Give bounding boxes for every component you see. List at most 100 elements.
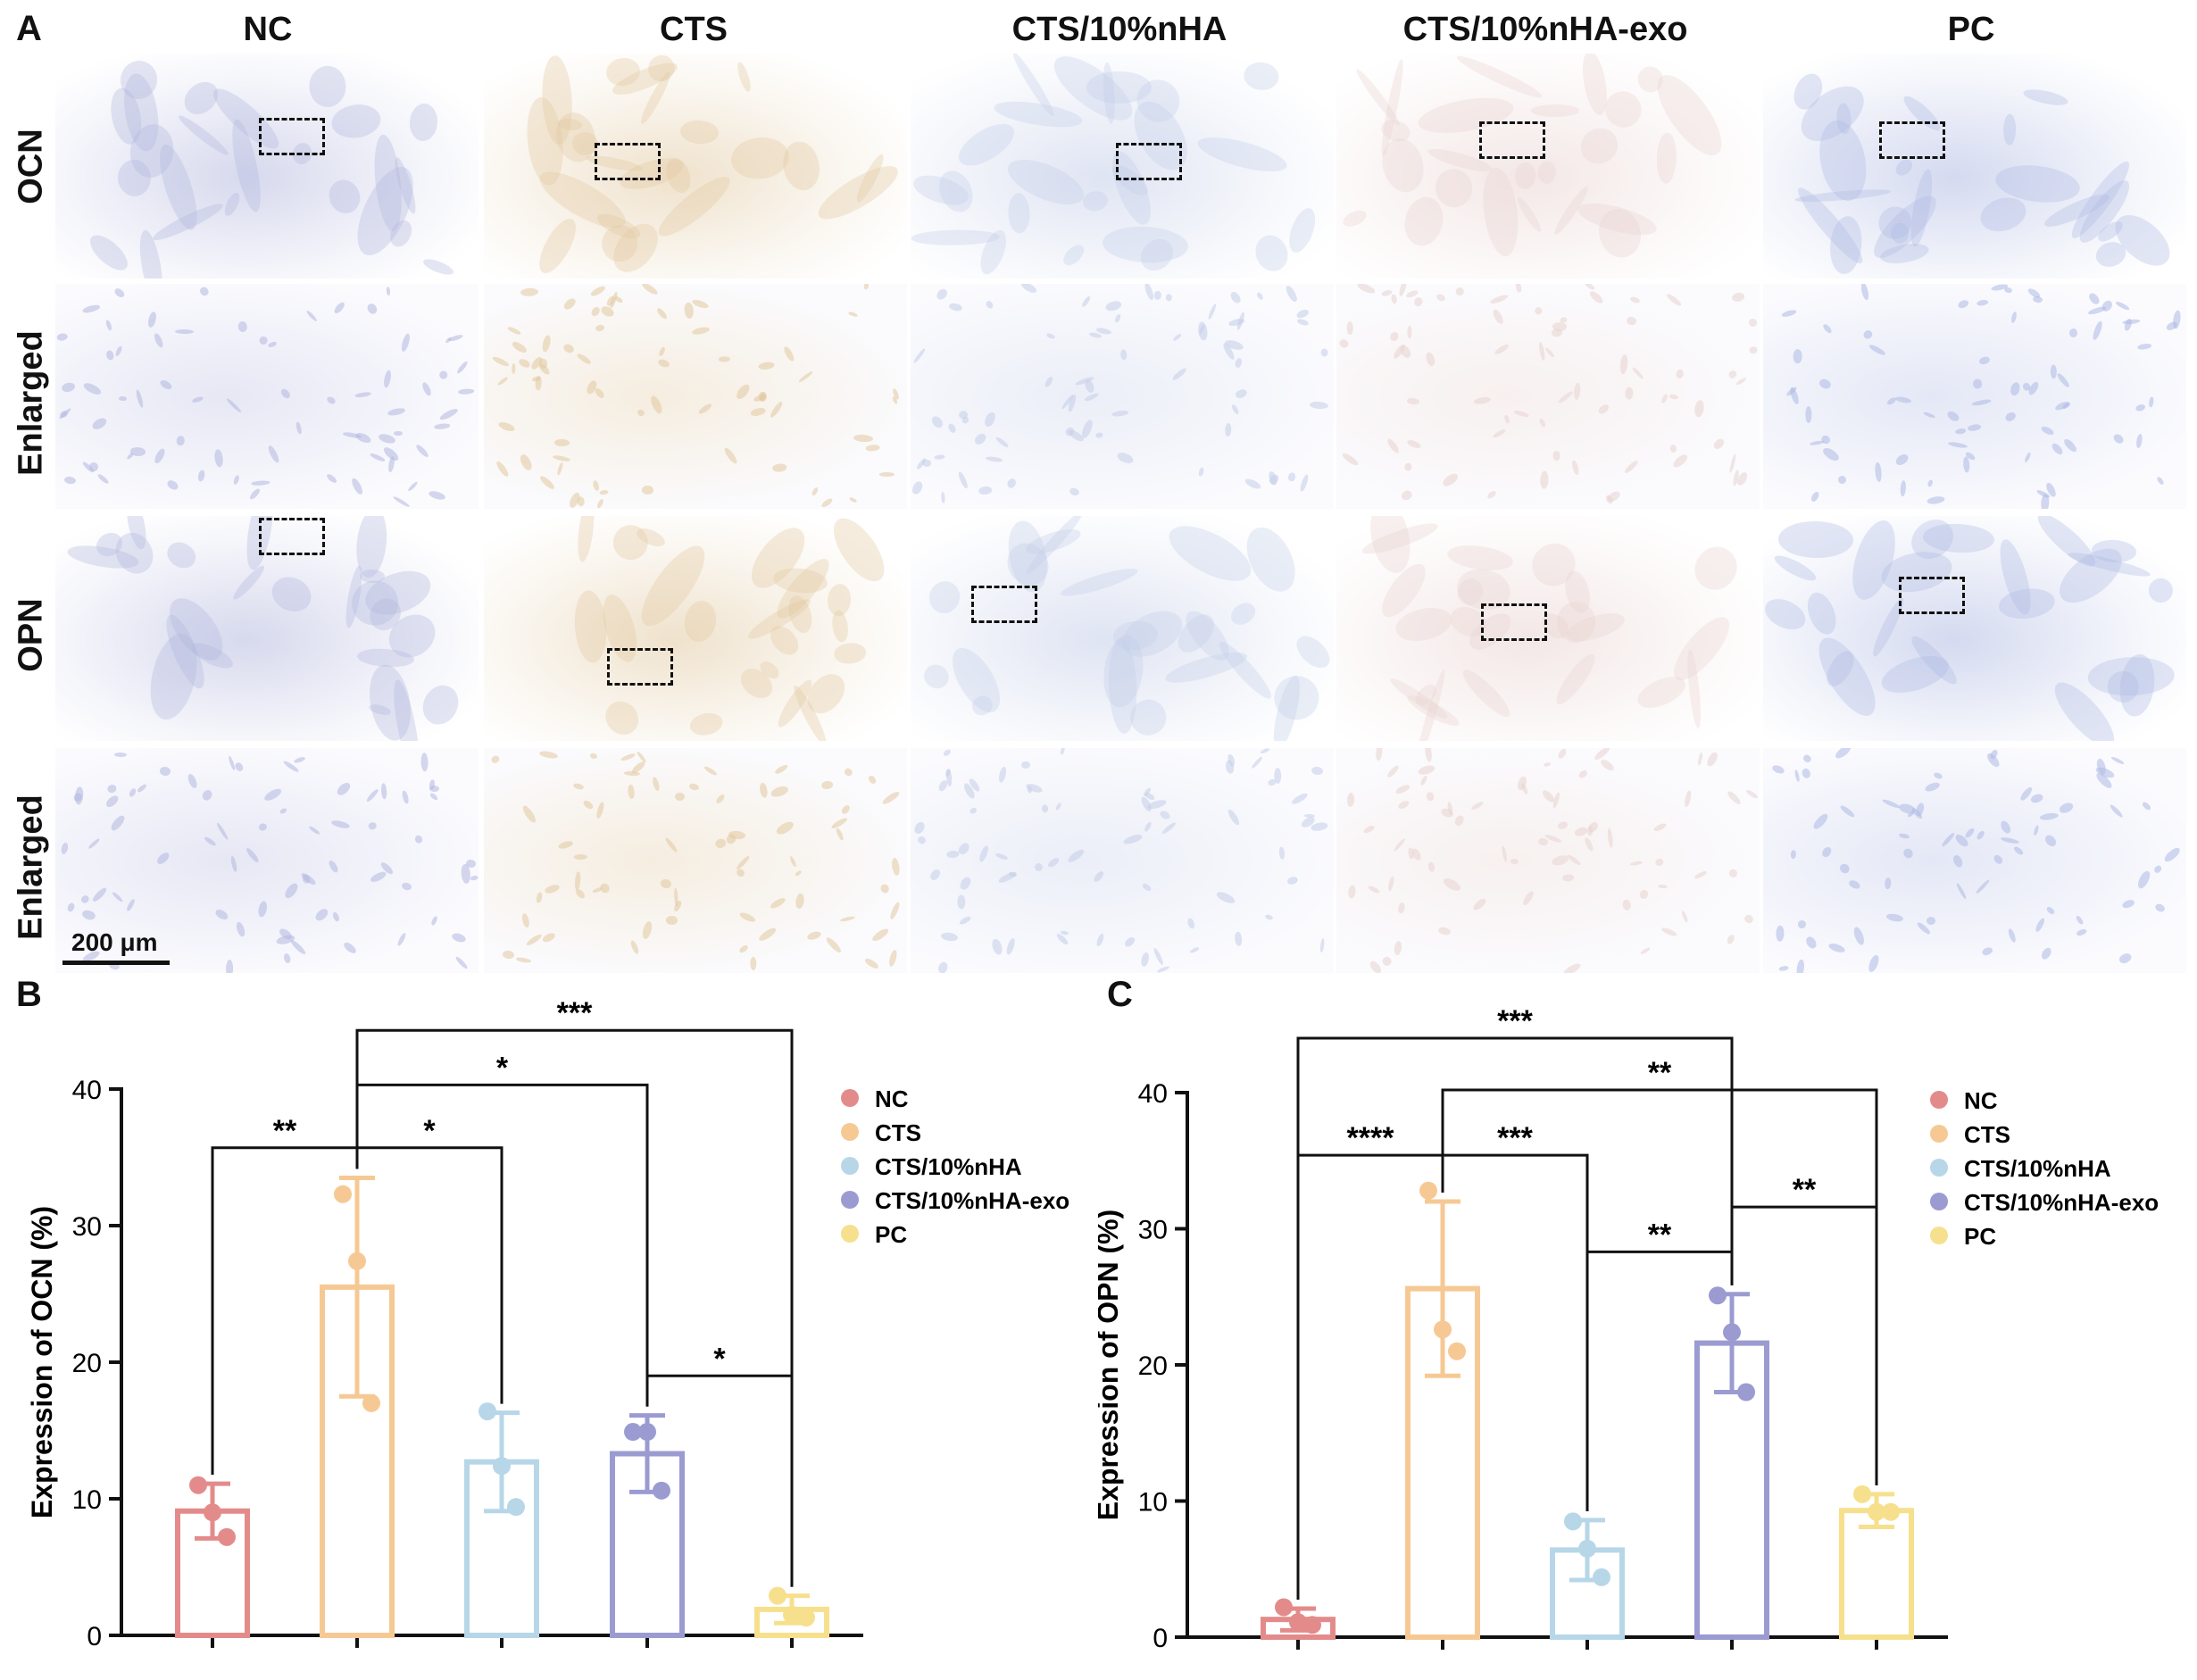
stain-speck — [1556, 748, 1568, 760]
stain-speck — [654, 306, 669, 321]
stain-speck — [1273, 767, 1282, 785]
stain-speck — [1122, 936, 1137, 949]
stain-speck — [1892, 155, 1916, 179]
stain-speck — [1776, 925, 1785, 942]
stain-speck — [1537, 837, 1549, 847]
stain-speck — [1705, 750, 1720, 768]
stain-speck — [825, 936, 843, 954]
stain-speck — [2162, 844, 2183, 864]
stain-speck — [385, 287, 390, 296]
stain-speck — [1805, 406, 1812, 424]
stain-speck — [1839, 804, 1857, 819]
stain-speck — [1572, 382, 1581, 401]
stain-speck — [696, 402, 713, 416]
stain-speck — [1877, 649, 1953, 701]
stain-speck — [769, 400, 785, 420]
stain-speck — [1866, 953, 1881, 973]
stain-speck — [1362, 823, 1376, 835]
stain-speck — [2135, 433, 2143, 449]
stain-speck — [1793, 349, 1802, 363]
stain-speck — [1356, 284, 1377, 295]
stain-speck — [2040, 493, 2050, 509]
stain-speck — [1836, 474, 1848, 486]
stain-speck — [957, 470, 970, 490]
stain-speck — [79, 893, 90, 904]
stain-speck — [1639, 945, 1652, 955]
stain-speck — [536, 892, 544, 904]
stain-speck — [769, 895, 787, 911]
stain-speck — [2058, 801, 2075, 815]
stain-speck — [1531, 104, 1580, 117]
stain-speck — [1391, 294, 1398, 305]
stain-speck — [948, 302, 963, 312]
bar-pc — [1839, 1508, 1914, 1640]
stain-speck — [750, 406, 767, 418]
stain-speck — [1606, 828, 1614, 848]
stain-speck — [916, 834, 928, 845]
stain-speck — [1234, 356, 1243, 369]
stain-speck — [562, 296, 578, 312]
stain-speck — [1626, 316, 1637, 326]
stain-speck — [774, 819, 795, 837]
stain-speck — [1227, 598, 1260, 630]
stain-speck — [1489, 293, 1510, 305]
stain-speck — [1926, 916, 1937, 927]
stain-speck — [154, 851, 171, 867]
stain-speck — [74, 786, 84, 805]
stain-speck — [2109, 803, 2125, 819]
stain-speck — [325, 472, 338, 485]
stain-speck — [109, 813, 128, 833]
stain-speck — [400, 881, 413, 892]
stain-speck — [1544, 346, 1556, 359]
stain-speck — [1951, 853, 1964, 869]
stain-speck — [636, 408, 646, 418]
stain-speck — [349, 477, 365, 497]
stain-speck — [146, 311, 158, 329]
stain-speck — [833, 641, 868, 665]
region-of-interest-box — [1479, 121, 1545, 159]
stain-speck — [940, 931, 960, 943]
stain-speck — [574, 516, 597, 563]
stain-speck — [124, 897, 136, 912]
stain-speck — [835, 827, 845, 842]
stain-speck — [595, 324, 605, 333]
stain-speck — [520, 287, 538, 297]
stain-speck — [1244, 477, 1262, 492]
stain-speck — [307, 825, 320, 836]
stain-speck — [1514, 162, 1536, 190]
stain-speck — [2050, 364, 2058, 379]
y-tick-label: 10 — [72, 1485, 102, 1515]
stain-speck — [590, 284, 607, 298]
stain-speck — [972, 431, 988, 446]
stain-speck — [226, 960, 234, 973]
stain-speck — [66, 902, 76, 913]
stain-speck — [2148, 396, 2154, 408]
stain-speck — [1393, 940, 1403, 956]
stain-speck — [112, 287, 126, 299]
stain-speck — [1893, 452, 1910, 468]
stain-speck — [1263, 913, 1274, 921]
stain-speck — [1633, 670, 1690, 714]
legend-label: CTS/10%nHA — [875, 1153, 1022, 1180]
stain-speck — [1848, 878, 1862, 891]
significance-label: ** — [1793, 1173, 1817, 1207]
significance-label: * — [496, 1051, 509, 1085]
data-point — [479, 1402, 496, 1421]
stain-speck — [627, 784, 636, 799]
stain-speck — [2087, 305, 2107, 316]
stain-speck — [257, 900, 269, 919]
stain-speck — [1954, 427, 1967, 435]
micrograph-tile — [55, 54, 479, 279]
stain-speck — [1552, 322, 1568, 332]
significance-bracket — [355, 1028, 794, 1587]
stain-speck — [1975, 877, 1992, 895]
y-tick-label: 0 — [87, 1622, 102, 1651]
stain-speck — [769, 785, 790, 800]
stain-speck — [1743, 913, 1755, 925]
stain-speck — [323, 174, 366, 219]
stain-speck — [1088, 331, 1102, 339]
stain-speck — [1885, 912, 1904, 922]
stain-speck — [1197, 320, 1209, 341]
stain-speck — [1224, 422, 1232, 437]
stain-speck — [936, 960, 949, 973]
